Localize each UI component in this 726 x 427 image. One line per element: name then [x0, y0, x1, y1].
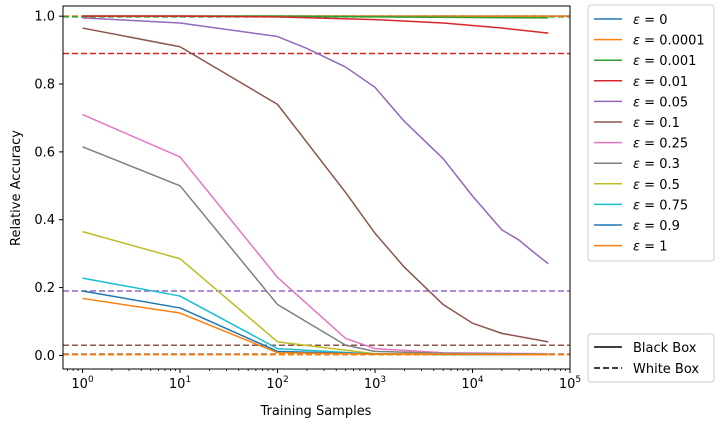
legend-label: ε = 0.001 — [633, 54, 696, 69]
y-tick-label: 0.4 — [34, 213, 55, 228]
style-legend-label: Black Box — [633, 341, 697, 356]
style-legend: Black Box White Box — [587, 333, 715, 383]
style-legend-items: Black Box White Box — [594, 341, 699, 377]
y-tick-label: 0.6 — [34, 145, 55, 160]
y-axis: 0.0 0.2 0.4 0.6 0.8 1.0 — [34, 10, 63, 364]
style-legend-label: White Box — [633, 362, 699, 377]
x-tick-label: 100 — [71, 375, 94, 392]
legend-label: ε = 0 — [633, 13, 667, 28]
legend-label: ε = 0.5 — [633, 178, 680, 193]
legend-label: ε = 0.9 — [633, 219, 680, 234]
x-tick-label: 103 — [364, 375, 386, 392]
series-line — [82, 15, 549, 34]
legend-frame — [587, 4, 715, 262]
y-tick-label: 1.0 — [34, 10, 55, 25]
x-tick-label: 105 — [559, 375, 581, 392]
legend-label: ε = 0.3 — [633, 157, 680, 172]
plot-frame — [62, 5, 571, 370]
x-tick-label: 104 — [461, 375, 484, 392]
series-lines — [82, 15, 570, 356]
y-tick-label: 0.0 — [34, 349, 55, 364]
style-legend-frame — [587, 333, 715, 383]
y-tick-label: 0.2 — [34, 281, 55, 296]
y-tick-label: 0.8 — [34, 78, 55, 93]
legend: ε = 0 ε = 0.0001 ε = 0.001 ε = 0.01 ε = 0.05… — [587, 4, 715, 262]
legend-label: ε = 0.0001 — [633, 34, 705, 49]
legend-label: ε = 0.1 — [633, 116, 680, 131]
x-tick-label: 101 — [169, 375, 191, 392]
x-axis-label: Training Samples — [260, 404, 372, 419]
plot-background — [63, 6, 570, 369]
series-line — [82, 17, 549, 265]
legend-label: ε = 0.75 — [633, 198, 688, 213]
x-axis: 100 101 102 103 104 105 — [67, 369, 581, 392]
y-axis-label: Relative Accuracy — [9, 130, 24, 246]
series-line — [82, 297, 549, 356]
series-line — [82, 27, 549, 343]
legend-label: ε = 0.25 — [633, 137, 688, 152]
x-tick-label: 102 — [266, 375, 288, 392]
plot-area — [62, 5, 571, 370]
legend-label: ε = 0.01 — [633, 75, 688, 90]
legend-items: ε = 0 ε = 0.0001 ε = 0.001 ε = 0.01 ε = 0.05… — [594, 13, 705, 255]
legend-label: ε = 1 — [633, 240, 667, 255]
legend-label: ε = 0.05 — [633, 95, 688, 110]
